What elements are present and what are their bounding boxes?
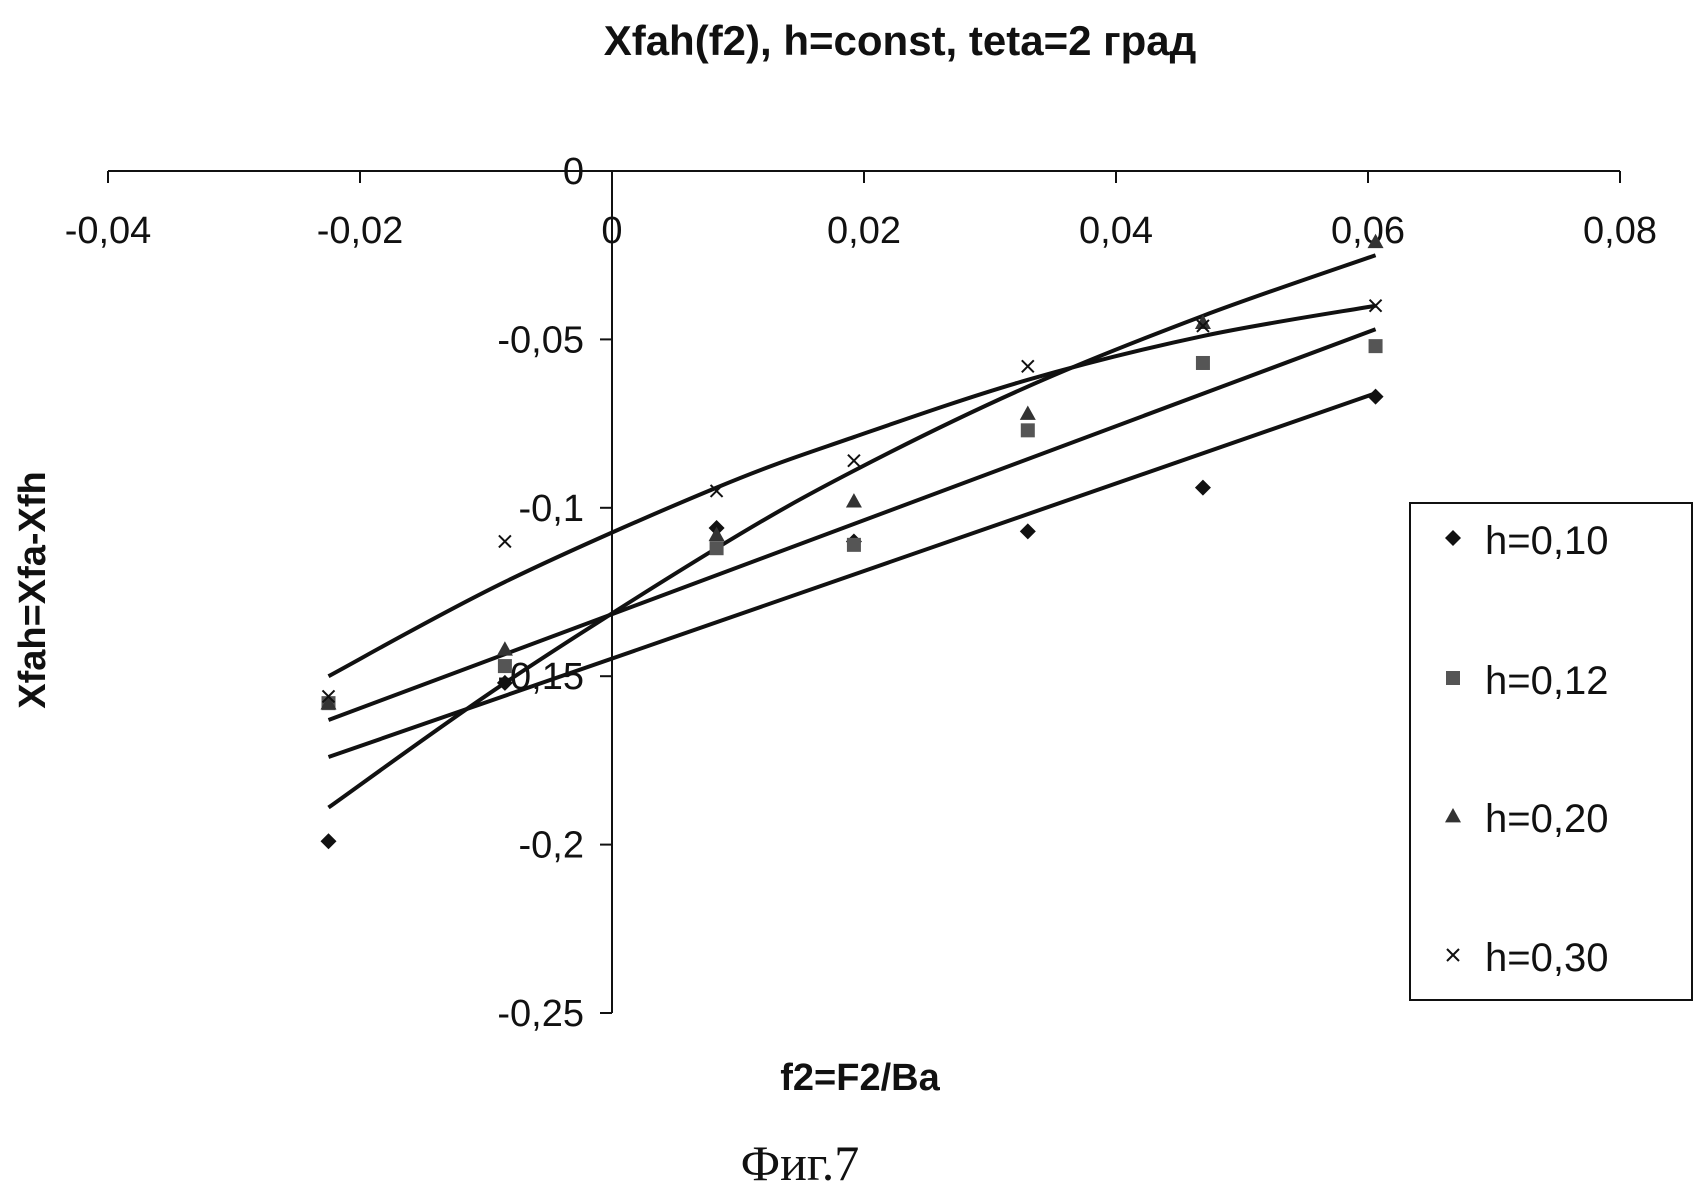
trendline-4 <box>327 303 1376 678</box>
data-point-3 <box>708 526 725 542</box>
x-tick-label: 0,08 <box>1583 210 1657 252</box>
y-tick-label: -0,25 <box>497 993 584 1035</box>
legend-label-3: h=0,20 <box>1485 797 1608 841</box>
figure-caption: Фиг.7 <box>741 1135 860 1191</box>
trendline-3 <box>327 253 1377 810</box>
data-point-4 <box>321 689 336 704</box>
data-point-2 <box>1368 339 1383 354</box>
x-tick-label: 0,02 <box>827 210 901 252</box>
chart-title: Xfah(f2), h=const, teta=2 град <box>604 17 1197 64</box>
data-point-3 <box>1194 314 1211 329</box>
data-point-4 <box>1368 299 1383 313</box>
data-point-1 <box>1019 523 1036 540</box>
data-point-2 <box>497 659 512 674</box>
legend-marker-4 <box>1446 948 1460 962</box>
axes: -0,04 -0,02 0 0,02 0,04 0,06 0,08 0 -0,05 -0,1 -0,… <box>65 151 1657 1035</box>
data-point-4 <box>847 453 861 468</box>
legend-label-4: h=0,30 <box>1485 936 1608 980</box>
data-point-2 <box>1020 423 1035 438</box>
legend-label-1: h=0,10 <box>1485 519 1608 563</box>
data-point-4 <box>1196 319 1210 333</box>
data-point-3 <box>496 641 513 656</box>
data-point-4 <box>1021 359 1035 374</box>
x-axis-title: f2=F2/Ba <box>780 1057 940 1099</box>
data-point-2 <box>846 537 861 552</box>
y-tick-label: 0 <box>563 151 584 193</box>
trendlines <box>327 253 1377 810</box>
x-tick-label: 0,06 <box>1331 210 1405 252</box>
y-tick-label: -0,05 <box>497 319 584 361</box>
data-point-3 <box>845 493 862 508</box>
data-point-2 <box>709 541 724 556</box>
x-tick-label: -0,04 <box>65 210 152 252</box>
legend-marker-2 <box>1446 671 1460 685</box>
legend-box <box>1409 502 1693 1001</box>
data-point-4 <box>498 534 512 549</box>
data-markers <box>320 233 1384 850</box>
data-point-4 <box>709 484 724 498</box>
legend: h=0,10 h=0,12 h=0,20 h=0,30 <box>1409 502 1693 1001</box>
data-point-2 <box>1195 355 1210 370</box>
legend-marker-1 <box>1445 530 1461 546</box>
data-point-1 <box>320 833 337 850</box>
y-tick-label: -0,2 <box>519 825 584 867</box>
data-point-1 <box>1367 388 1384 405</box>
x-tick-label: -0,02 <box>317 210 404 252</box>
data-point-3 <box>1367 233 1384 249</box>
trendline-1 <box>327 391 1377 759</box>
trendline-2 <box>327 327 1377 722</box>
data-point-1 <box>1194 479 1211 496</box>
data-point-1 <box>496 674 513 691</box>
x-tick-label: 0 <box>601 210 622 252</box>
y-tick-label: -0,1 <box>519 488 584 530</box>
y-axis-title: Xfah=Xfa-Xfh <box>12 471 54 709</box>
x-tick-label: 0,04 <box>1079 210 1153 252</box>
legend-marker-3 <box>1445 808 1461 823</box>
data-point-3 <box>1019 405 1036 420</box>
legend-label-2: h=0,12 <box>1485 659 1608 703</box>
data-point-3 <box>320 695 337 710</box>
